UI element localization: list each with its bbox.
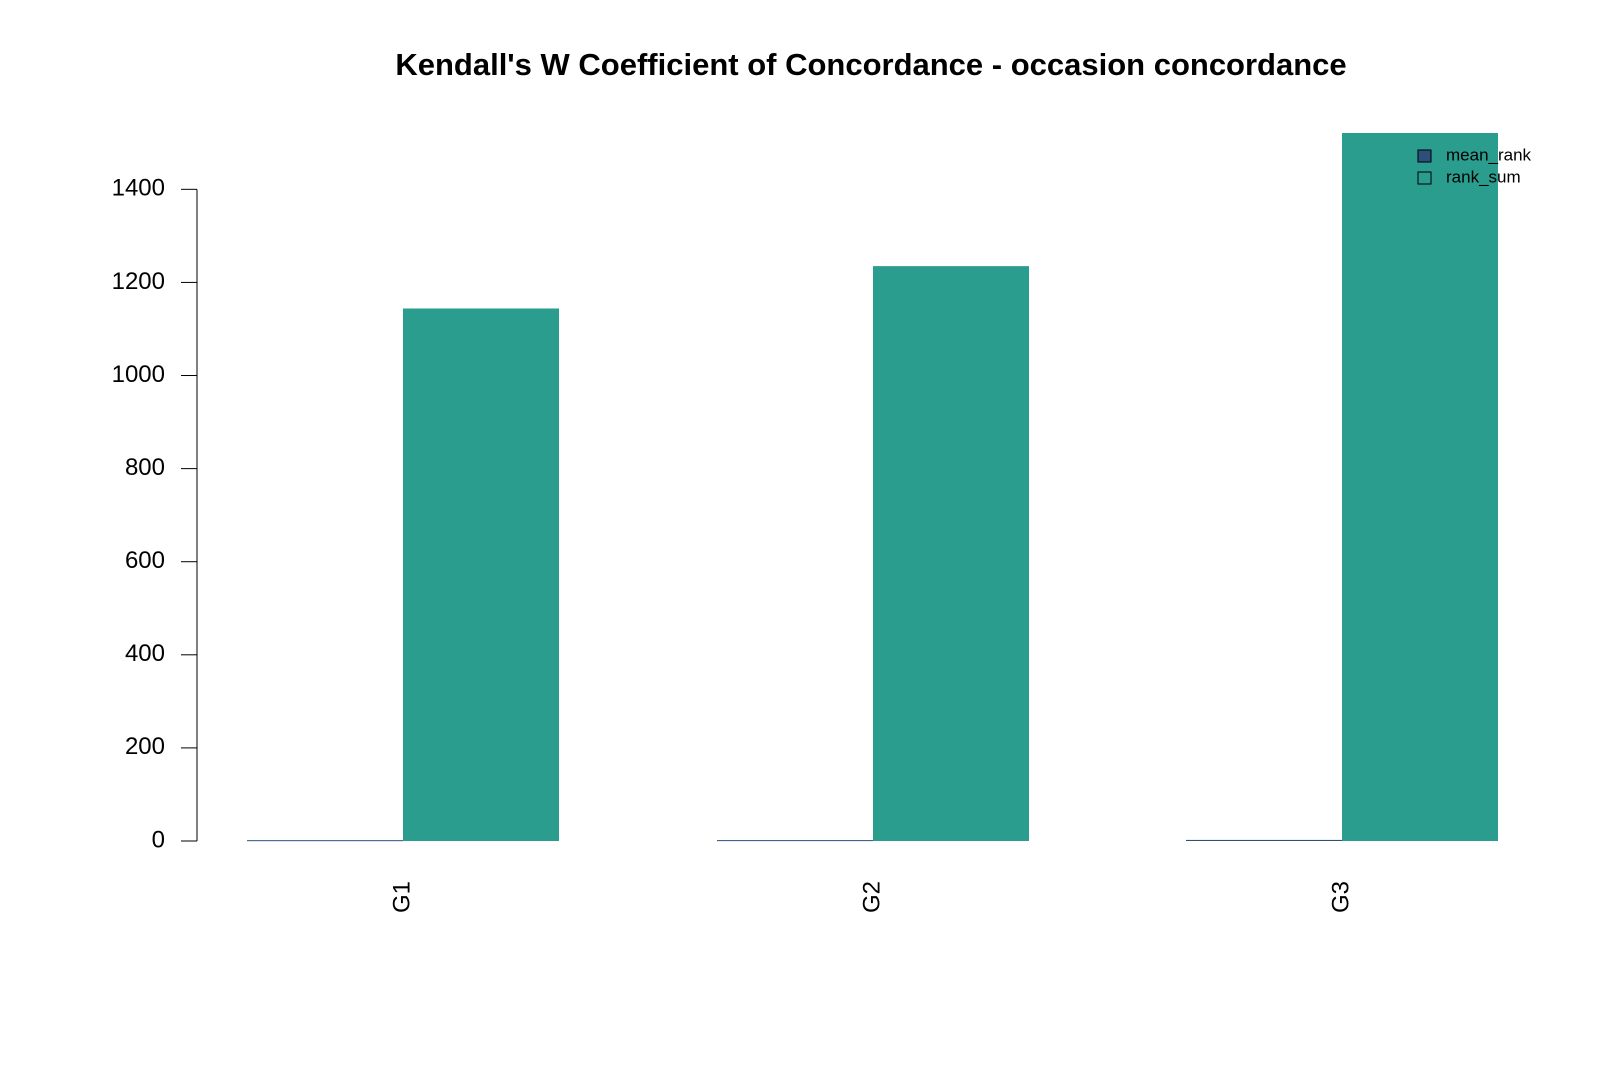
y-tick-label: 1400: [112, 175, 165, 202]
bar: [1342, 133, 1498, 841]
y-tick-label: 1000: [112, 361, 165, 388]
y-tick-label: 1200: [112, 268, 165, 295]
y-tick-label: 400: [125, 640, 165, 667]
legend-label: rank_sum: [1446, 167, 1521, 186]
bar: [1186, 839, 1342, 841]
legend-label: mean_rank: [1446, 145, 1532, 164]
chart-title: Kendall's W Coefficient of Concordance -…: [395, 47, 1346, 82]
y-tick-label: 600: [125, 547, 165, 574]
x-tick-label: G2: [858, 881, 885, 913]
y-tick-label: 200: [125, 733, 165, 760]
legend-swatch: [1417, 171, 1432, 185]
x-tick-label: G3: [1327, 881, 1354, 913]
bar: [873, 266, 1029, 842]
y-tick-label: 0: [152, 826, 165, 853]
legend-swatch: [1417, 149, 1432, 163]
x-tick-label: G1: [388, 881, 415, 913]
y-tick-label: 800: [125, 454, 165, 481]
bar: [717, 840, 873, 842]
bar: [247, 840, 403, 842]
bar: [403, 308, 559, 841]
